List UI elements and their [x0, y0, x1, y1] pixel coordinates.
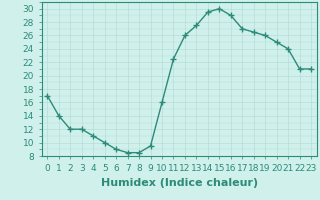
- X-axis label: Humidex (Indice chaleur): Humidex (Indice chaleur): [100, 178, 258, 188]
